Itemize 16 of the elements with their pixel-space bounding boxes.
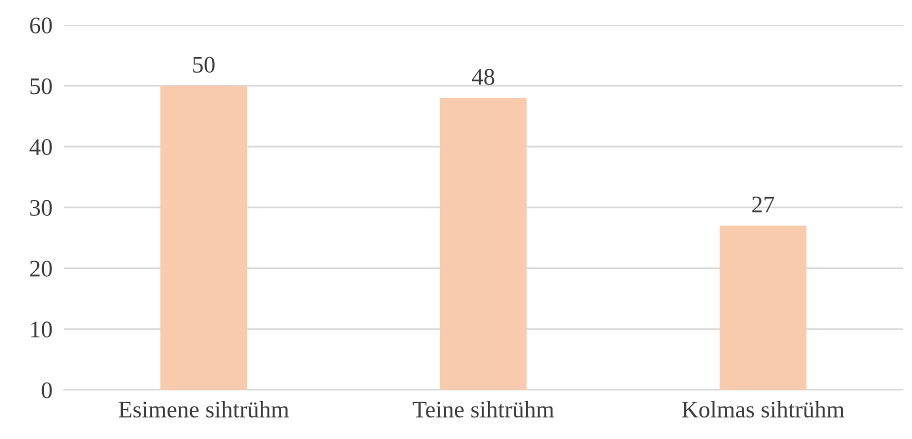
y-tick-label: 40 [30, 139, 52, 156]
y-tick-label: 30 [30, 200, 52, 216]
data-label: 50 [193, 56, 215, 73]
y-tick-label: 10 [31, 322, 52, 338]
data-label: 27 [752, 196, 774, 212]
x-tick-label: Teine sihtrühm [412, 400, 554, 418]
x-tick-label: Esimene sihtrühm [118, 400, 289, 418]
y-tick-label: 0 [42, 382, 52, 398]
bar [160, 86, 248, 390]
bar [440, 98, 527, 390]
y-tick-label: 60 [30, 18, 52, 34]
bar [720, 226, 806, 390]
y-tick-label: 20 [30, 260, 52, 277]
x-tick-label: Kolmas sihtrühm [682, 400, 844, 418]
data-label: 48 [472, 68, 494, 85]
y-tick-label: 50 [30, 78, 52, 94]
